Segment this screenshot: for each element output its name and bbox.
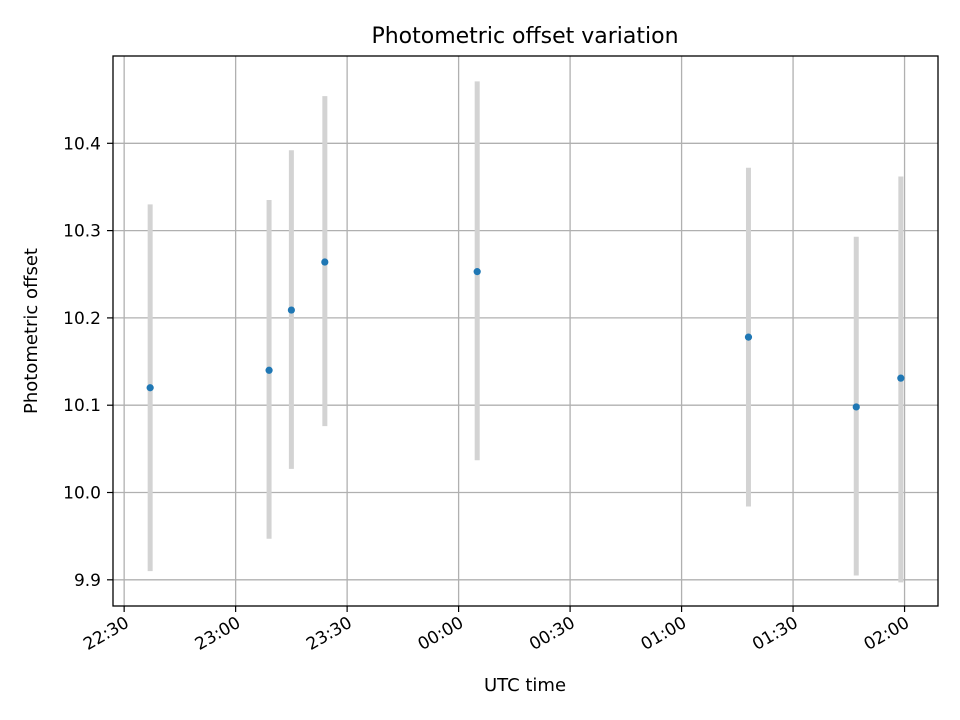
y-axis-label: Photometric offset [21,248,42,414]
y-tick-label: 10.4 [63,134,101,154]
y-tick-label: 10.2 [63,309,101,329]
x-axis-label: UTC time [484,675,566,696]
data-point [744,333,753,341]
data-point [146,384,154,392]
plot-frame [112,55,939,607]
grid [113,56,938,606]
chart-title: Photometric offset variation [371,24,678,49]
y-axis-ticks: 9.9 10.0 10.1 10.2 10.3 10.4 [63,134,113,591]
y-tick-label: 10.0 [63,484,101,504]
y-tick-label: 10.1 [63,396,101,416]
data-point [287,306,295,314]
y-tick-label: 9.9 [74,571,101,591]
data-point [473,268,481,276]
data-point [852,403,860,411]
data-point [321,258,329,266]
data-points [146,258,905,411]
y-tick-label: 10.3 [63,222,101,242]
data-point [897,374,905,382]
data-point [265,366,273,374]
